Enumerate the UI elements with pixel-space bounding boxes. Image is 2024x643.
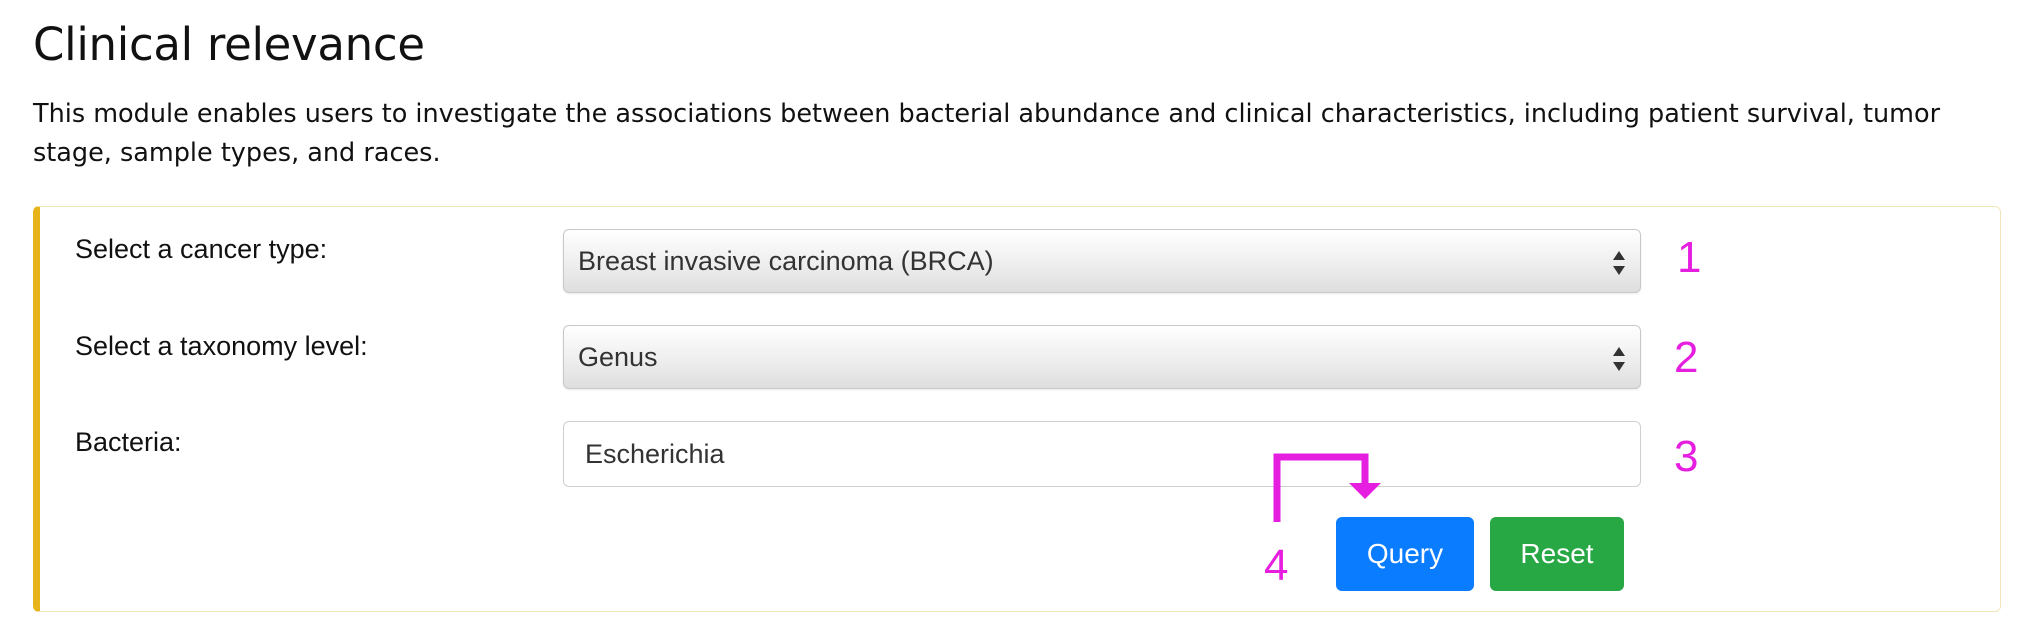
cancer-type-label: Select a cancer type:: [75, 234, 328, 264]
step-3-annotation: 3: [1674, 432, 1699, 481]
cancer-type-select[interactable]: Breast invasive carcinoma (BRCA): [563, 229, 1641, 293]
step-4-annotation: 4: [1264, 541, 1289, 590]
cancer-type-value: Breast invasive carcinoma (BRCA): [578, 246, 994, 276]
up-down-arrows-icon: [1613, 347, 1625, 371]
taxonomy-level-value: Genus: [578, 342, 658, 372]
step-2-annotation: 2: [1674, 333, 1699, 382]
taxonomy-level-select[interactable]: Genus: [563, 325, 1641, 389]
page-title: Clinical relevance: [33, 18, 425, 71]
reset-button[interactable]: Reset: [1490, 517, 1624, 591]
page-description: This module enables users to investigate…: [33, 99, 1941, 168]
query-button[interactable]: Query: [1336, 517, 1474, 591]
step-1-annotation: 1: [1677, 233, 1702, 282]
up-down-arrows-icon: [1613, 251, 1625, 275]
bacteria-input[interactable]: [563, 421, 1641, 487]
taxonomy-level-label: Select a taxonomy level:: [75, 331, 368, 361]
bacteria-label: Bacteria:: [75, 427, 182, 457]
bent-arrow-icon: [1273, 453, 1381, 522]
